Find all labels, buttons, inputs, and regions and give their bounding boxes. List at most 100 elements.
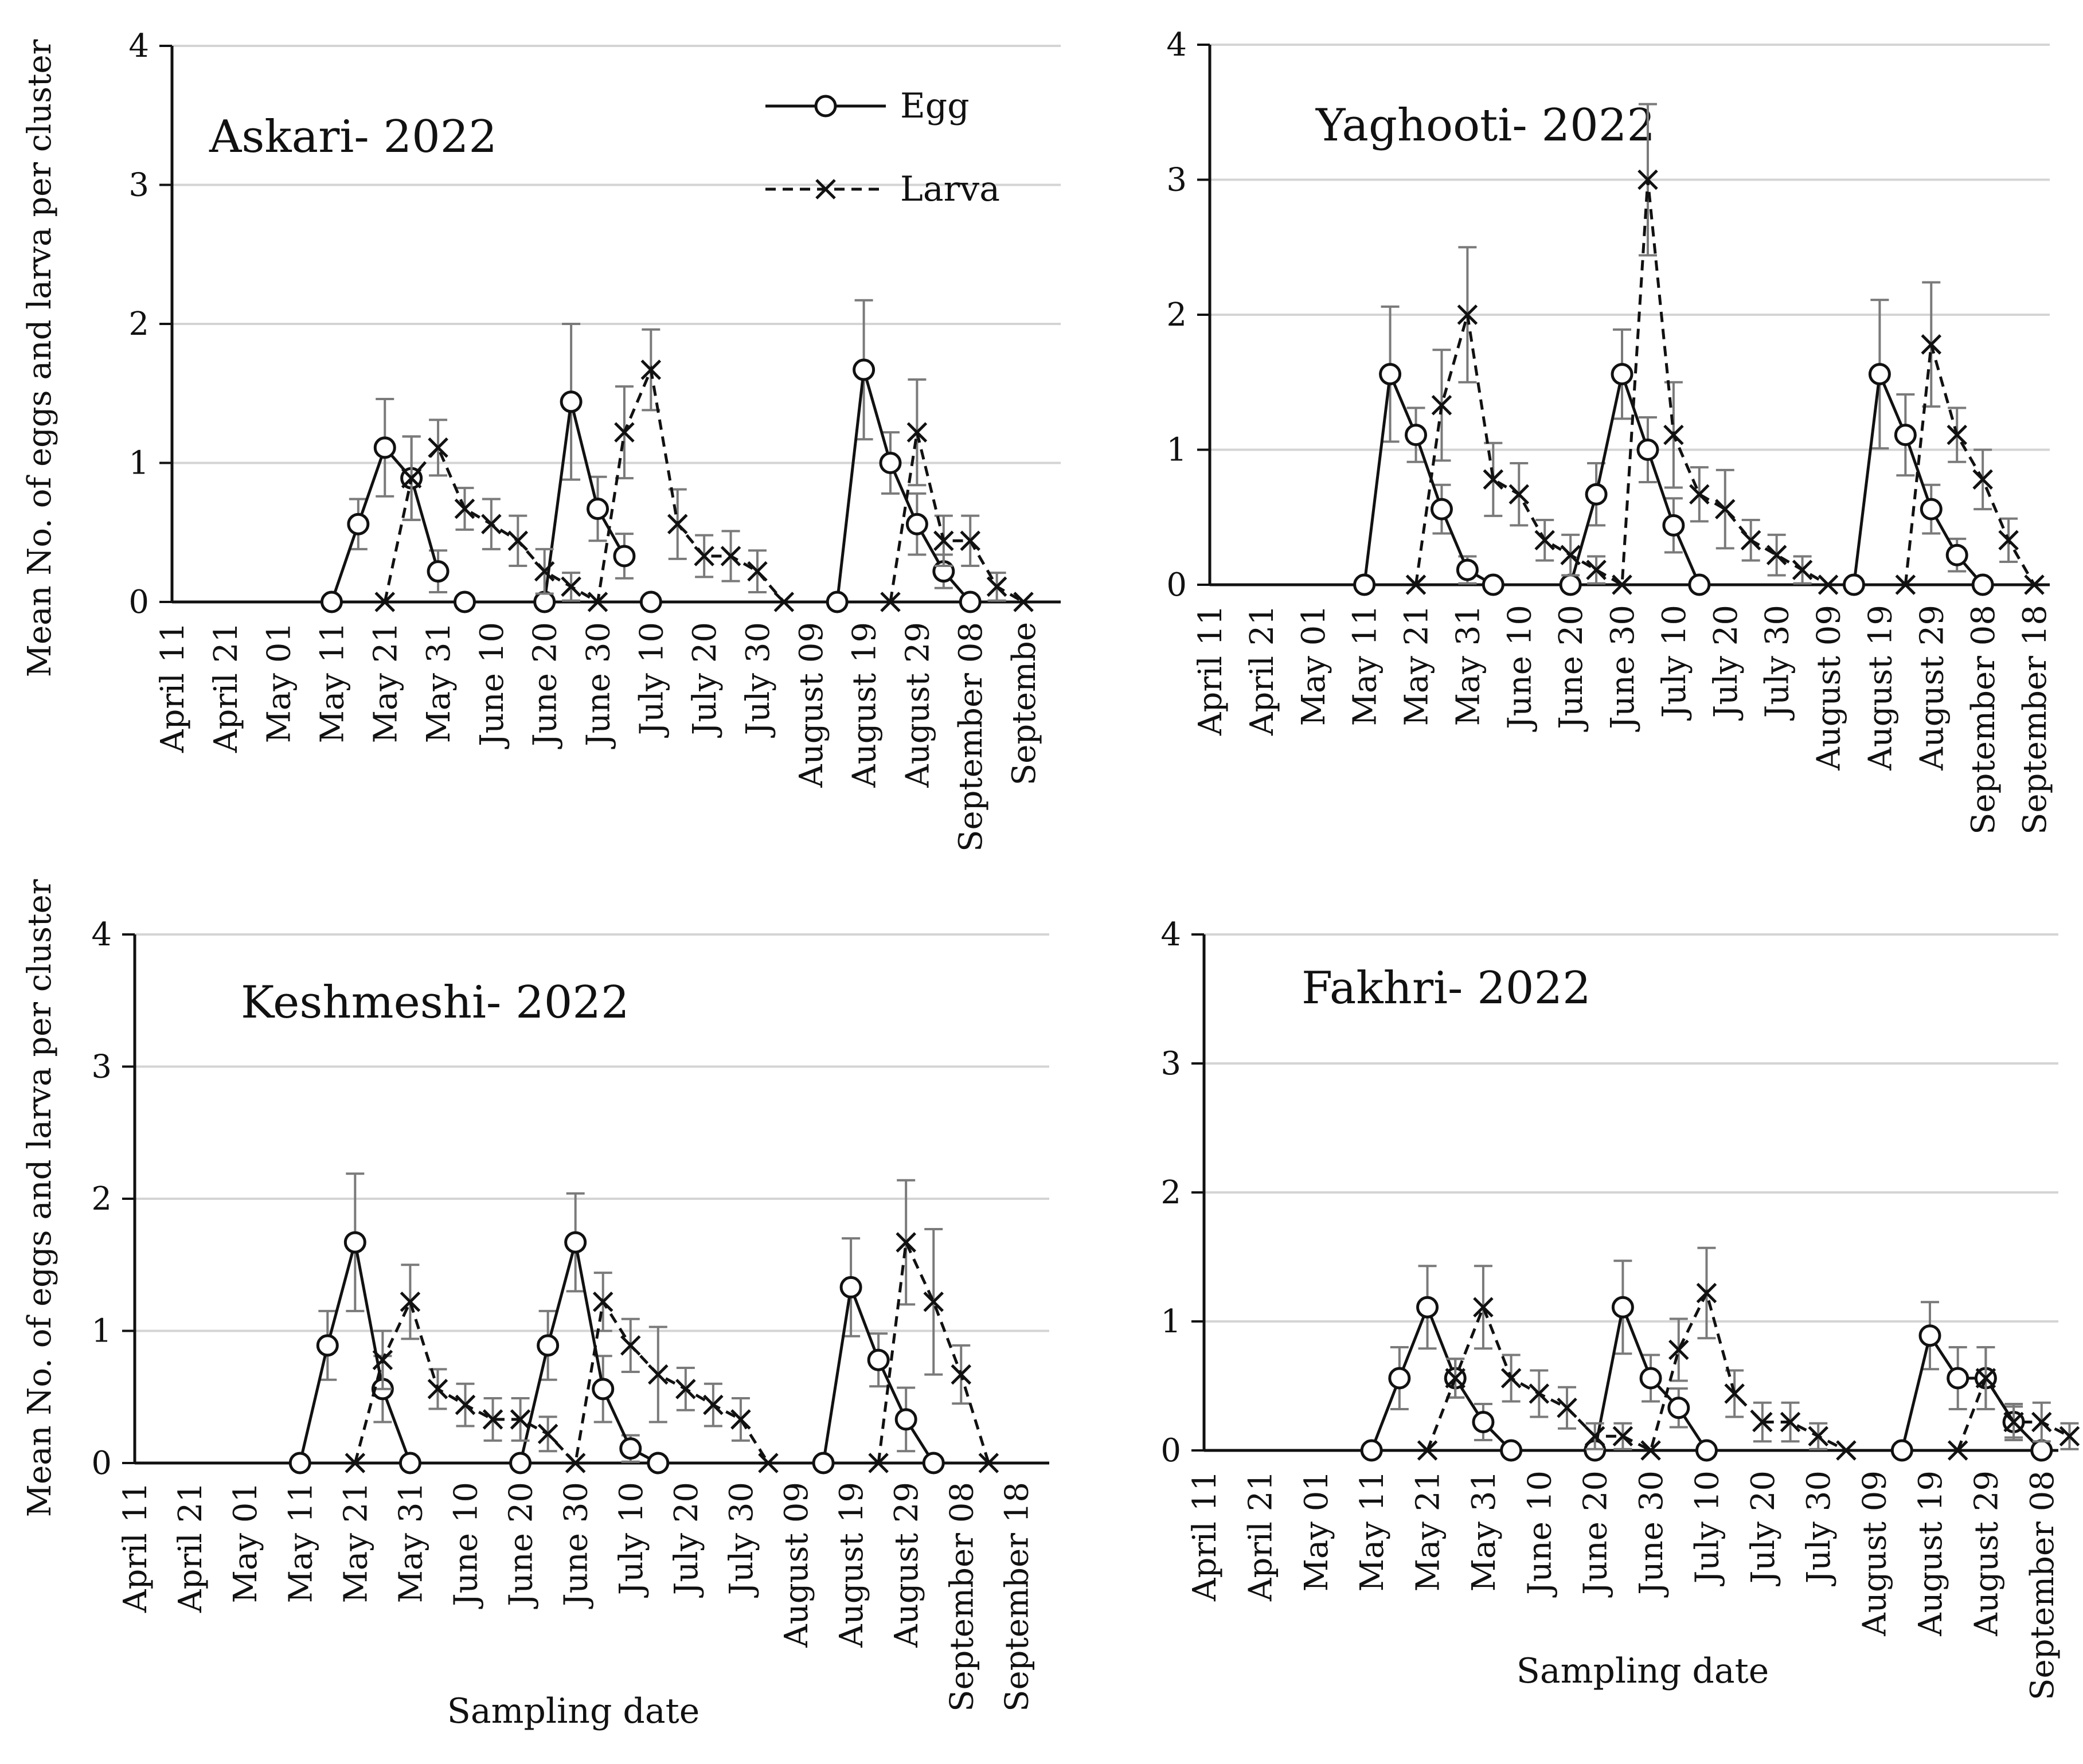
larva-point <box>720 546 741 566</box>
larva-point <box>1638 169 1658 190</box>
larva-line <box>353 1297 770 1466</box>
larva-point <box>758 1453 779 1473</box>
y-tick-label: 1 <box>1166 432 1187 469</box>
series-larva <box>374 328 1034 612</box>
larva-point <box>933 530 954 552</box>
x-tick-label: June 30 <box>1633 1470 1670 1598</box>
series-larva <box>1417 1246 2080 1461</box>
larva-point <box>1417 1440 1438 1461</box>
larva-point <box>428 437 448 458</box>
larva-point <box>1560 545 1581 565</box>
larva-point <box>896 1232 916 1253</box>
larva-point <box>694 546 714 566</box>
larva-point <box>1715 499 1736 519</box>
panel-fakhri: 0 1 2 3 4 April 11 April 21 May 01 May 11 May 21 M… <box>1160 916 2080 1700</box>
egg-point <box>320 590 343 613</box>
x-tick-label: May 11 <box>282 1482 319 1603</box>
y-tick-label: 0 <box>1166 566 1187 604</box>
x-tick-label: April 21 <box>1244 605 1281 736</box>
larva-point <box>1947 424 1967 445</box>
larva-point <box>703 1394 724 1415</box>
larva-point <box>880 592 901 612</box>
x-tick-label: April 11 <box>154 622 192 753</box>
y-tick-label: 0 <box>1160 1432 1181 1469</box>
x-tick-label: May 31 <box>392 1482 429 1603</box>
egg-point <box>1667 1397 1690 1419</box>
egg-point <box>1559 573 1582 596</box>
panel-yaghooti: 0 1 2 3 4 April 11 April 21 May 01 May 11 May 21 M… <box>1166 26 2054 835</box>
legend: Egg Larva <box>765 86 1000 209</box>
larva-point <box>1972 469 1993 490</box>
larva-point <box>640 359 662 380</box>
x-tick-label: July 10 <box>633 622 670 738</box>
larva-point <box>1998 530 2019 551</box>
larva-point <box>773 592 795 612</box>
x-axis-title: Sampling date <box>1517 1651 1769 1691</box>
larva-point <box>1921 334 1942 355</box>
larva-point <box>1405 574 1427 595</box>
egg-point <box>894 1408 917 1431</box>
panel-keshmeshi: 0 1 2 3 4 April 11 April 21 May 01 May 11 May 21 M… <box>21 879 1049 1731</box>
egg-point <box>1868 363 1891 386</box>
egg-point <box>959 590 982 613</box>
larva-point <box>1724 1383 1745 1404</box>
larva-point <box>2031 1411 2052 1433</box>
x-tick-label: July 10 <box>613 1482 650 1598</box>
x-tick-label: May 11 <box>1354 1470 1391 1591</box>
larva-point <box>730 1409 751 1430</box>
larva-point <box>1534 530 1555 551</box>
x-tick-label: April 11 <box>1186 1470 1224 1602</box>
x-tick-label: August 09 <box>1857 1470 1894 1637</box>
x-tick-label: May 01 <box>261 622 298 743</box>
larva-point <box>482 1409 503 1430</box>
egg-point <box>2030 1439 2053 1462</box>
larva-point <box>620 1335 641 1356</box>
larva-point <box>747 561 768 582</box>
egg-point <box>879 452 902 474</box>
x-tick-label: April 21 <box>208 622 245 753</box>
larva-point <box>481 514 502 534</box>
larva-point <box>537 1423 558 1445</box>
larva-point <box>534 561 555 582</box>
larva-point <box>1508 484 1530 504</box>
larva-point <box>374 592 396 612</box>
egg-point <box>533 590 556 613</box>
egg-point <box>1918 1324 1941 1347</box>
x-tick-label: July 20 <box>1745 1470 1782 1586</box>
x-tick-label: September 18 <box>998 1482 1035 1712</box>
larva-point <box>1818 574 1839 595</box>
larva-point <box>1668 1339 1689 1360</box>
larva-point <box>614 422 635 443</box>
egg-point <box>1947 1367 1969 1390</box>
egg-point <box>564 1231 587 1254</box>
egg-point <box>560 390 583 413</box>
x-tick-label: August 09 <box>793 622 830 788</box>
egg-line <box>1363 369 1494 586</box>
larva-point <box>2003 1411 2024 1433</box>
egg-point <box>1456 558 1479 581</box>
x-tick-label: September 08 <box>1965 605 2002 835</box>
series-egg <box>288 1172 945 1474</box>
x-tick-label: May 31 <box>420 622 458 743</box>
x-tick-label: May 01 <box>1298 1470 1335 1591</box>
egg-point <box>867 1348 890 1371</box>
larva-point <box>2059 1426 2080 1447</box>
legend-egg-marker <box>814 95 837 118</box>
larva-line <box>1904 344 2036 586</box>
x-tick-label: September 08 <box>2024 1470 2061 1700</box>
larva-point <box>1663 424 1684 445</box>
larva-point <box>507 530 529 552</box>
larva-point <box>1689 484 1710 504</box>
egg-point <box>1688 573 1711 596</box>
x-tick-label: May 21 <box>337 1482 374 1603</box>
y-tick-label: 3 <box>1166 162 1187 199</box>
x-tick-label: June 20 <box>503 1482 540 1609</box>
larva-point <box>1947 1440 1968 1461</box>
larva-point <box>1431 395 1452 416</box>
larva-point <box>427 1379 448 1399</box>
egg-point <box>316 1334 339 1357</box>
larva-point <box>1808 1426 1829 1447</box>
egg-point <box>587 498 609 521</box>
larva-point <box>648 1364 669 1385</box>
panel-title: Keshmeshi- 2022 <box>241 977 630 1028</box>
